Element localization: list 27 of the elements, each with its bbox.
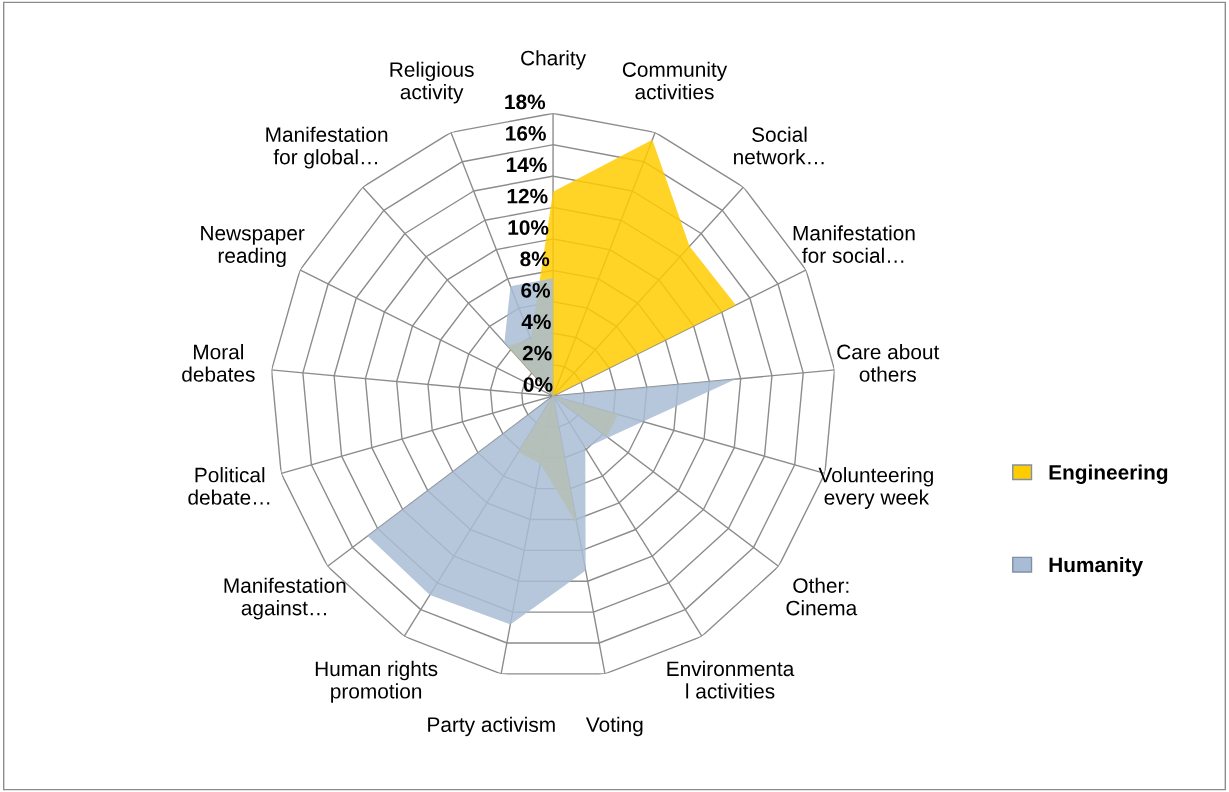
spoke-label: Manifestation against…: [224, 577, 346, 620]
spoke-label: Other: Cinema: [786, 577, 858, 616]
spoke-label: Manifestation for global…: [266, 126, 388, 169]
spoke-label: Social network…: [734, 126, 824, 165]
spoke-label: Environmenta l activities: [667, 660, 795, 699]
y-tick-label: 0%: [523, 377, 553, 392]
spoke-label: Care about others: [837, 344, 940, 382]
legend-label: Humanity: [1049, 556, 1143, 577]
spoke-label: Political debate…: [188, 467, 270, 505]
y-tick-label: 14%: [506, 157, 547, 173]
spoke-label: Volunteering every week: [818, 467, 933, 509]
y-tick-label: 12%: [507, 188, 548, 204]
spoke-label: Party activism: [428, 716, 555, 737]
spoke-label: Human rights promotion: [315, 660, 438, 703]
spoke-label: Voting: [585, 716, 643, 737]
spoke-label: Religious activity: [390, 61, 474, 104]
spoke-label: Newspaper reading: [201, 226, 305, 268]
y-tick-label: 2%: [522, 345, 552, 361]
y-tick-label: 18%: [505, 94, 546, 110]
spoke-label: Community activities: [622, 61, 728, 100]
y-tick-label: 4%: [521, 314, 551, 330]
y-tick-label: 6%: [521, 282, 551, 298]
spoke-label: Moral debates: [182, 344, 255, 382]
spoke-label: Charity: [521, 50, 587, 70]
legend-label: Engineering: [1049, 464, 1168, 484]
y-tick-label: 16%: [506, 125, 546, 141]
spoke-label: Manifestation for social…: [793, 225, 915, 263]
